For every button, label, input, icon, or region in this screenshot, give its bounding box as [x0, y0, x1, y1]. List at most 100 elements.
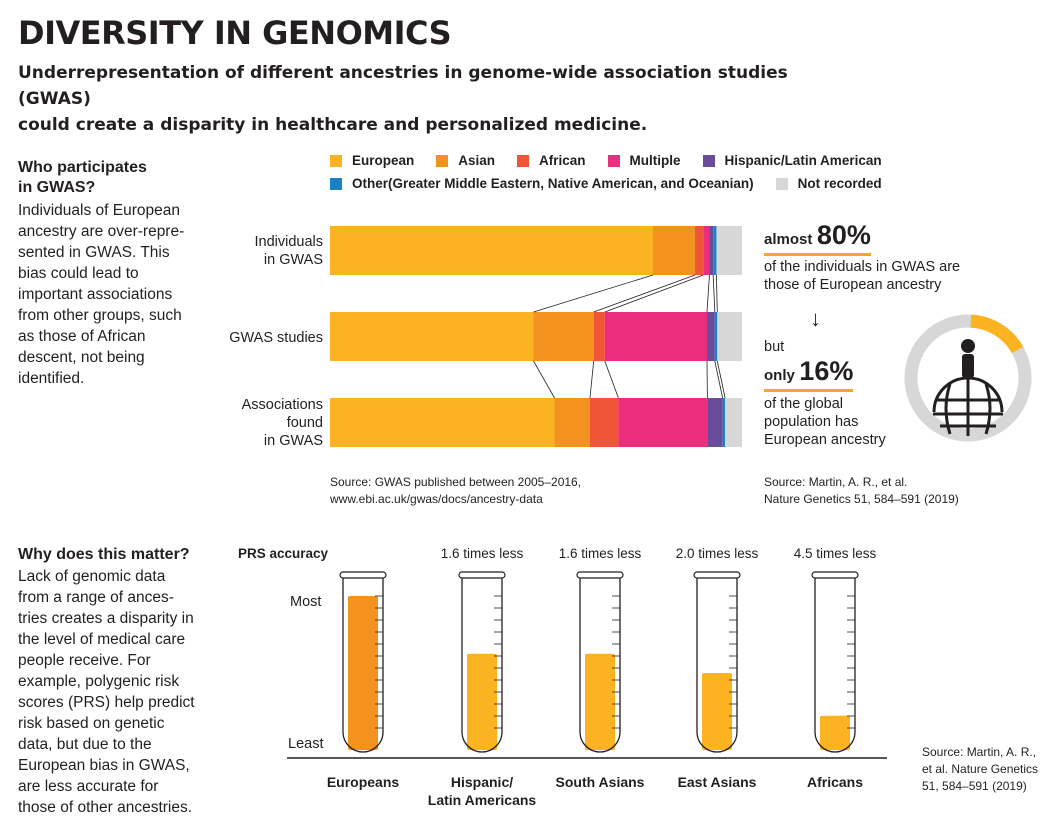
- tick-label: GWAS studies: [229, 330, 323, 346]
- stat-80-highlight: almost 80%: [764, 222, 871, 256]
- tube-rim: [339, 571, 387, 579]
- section1-heading-line: in GWAS?: [18, 179, 96, 196]
- globe-person-icon: [932, 339, 1004, 436]
- stat-connector: but: [764, 339, 785, 355]
- stat-16-text: of the global population has European an…: [764, 395, 886, 449]
- chart-source: Source: GWAS published between 2005–2016…: [330, 474, 581, 508]
- tube-annotation: 4.5 times less: [793, 546, 877, 561]
- tube-rim: [458, 571, 506, 579]
- subtitle-line: could create a disparity in healthcare a…: [18, 115, 648, 135]
- body-line: important associations: [18, 286, 173, 303]
- segment-connector-line: [604, 360, 619, 399]
- body-line: European bias in GWAS,: [18, 757, 190, 774]
- tube-category-label: Europeans: [293, 773, 433, 791]
- tube-annotation: 1.6 times less: [558, 546, 642, 561]
- legend-swatch: [330, 177, 342, 190]
- source-line: et al. Nature Genetics: [922, 762, 1039, 776]
- stat-value: 16%: [799, 356, 854, 386]
- bar-category-label: Individuals in GWAS: [254, 233, 323, 269]
- bar-segment-multiple: [703, 226, 710, 275]
- bar-segment-african: [695, 226, 704, 275]
- stats-source: Source: Martin, A. R., et al. Nature Gen…: [764, 474, 959, 508]
- test-tube: [339, 571, 387, 753]
- bar-segment-asian: [533, 312, 594, 361]
- stat-line: European ancestry: [764, 432, 886, 448]
- test-tube: [458, 571, 506, 753]
- page-subtitle: Underrepresentation of different ancestr…: [18, 60, 838, 138]
- tick-label: in GWAS: [263, 252, 323, 268]
- body-line: tries creates a disparity in: [18, 610, 194, 627]
- body-line: people receive. For: [18, 652, 151, 669]
- stat-line: those of European ancestry: [764, 277, 942, 293]
- prs-axis-most: Most: [290, 594, 322, 610]
- tube-rim: [693, 571, 741, 579]
- tick-label: Associations: [241, 397, 323, 413]
- body-line: are less accurate for: [18, 778, 159, 795]
- segment-connector-line: [533, 274, 654, 313]
- legend-item-african: African: [517, 153, 586, 168]
- legend-swatch: [330, 154, 342, 167]
- down-arrow-icon: ↓: [810, 306, 821, 331]
- tick-label: in GWAS: [263, 433, 323, 449]
- bar-segment-other: [713, 226, 717, 275]
- bar-segment-african: [593, 312, 605, 361]
- subtitle-line: Underrepresentation of different ancestr…: [18, 63, 788, 109]
- segment-connector-line: [716, 274, 718, 313]
- segment-connector-line: [714, 360, 724, 399]
- segment-connector-line: [712, 274, 716, 313]
- legend-swatch: [775, 177, 788, 190]
- source-line: www.ebi.ac.uk/gwas/docs/ancestry-data: [330, 492, 543, 506]
- bar-segment-european: [330, 398, 555, 447]
- page-title: DIVERSITY IN GENOMICS: [18, 14, 452, 52]
- legend-swatch: [607, 154, 620, 167]
- source-line: 51, 584–591 (2019): [922, 779, 1027, 793]
- tick-label: Individuals: [254, 234, 323, 250]
- prs-source: Source: Martin, A. R., et al. Nature Gen…: [922, 744, 1052, 795]
- legend-swatch: [517, 154, 530, 167]
- prs-fill-bar: [467, 653, 497, 750]
- test-tube: [811, 571, 859, 753]
- legend-item-not-recorded: Not recorded: [775, 176, 882, 191]
- body-line: risk based on genetic: [18, 715, 165, 732]
- stat-16: only 16%: [764, 356, 854, 392]
- test-tube: [576, 571, 624, 753]
- tube-rim: [811, 571, 859, 579]
- source-line: Nature Genetics 51, 584–591 (2019): [764, 492, 959, 506]
- legend-label: Asian: [458, 153, 496, 168]
- stat-prefix: only: [764, 367, 795, 384]
- body-line: data, but due to the: [18, 736, 152, 753]
- tick-label: East Asians: [677, 774, 757, 790]
- body-line: Individuals of European: [18, 202, 181, 219]
- legend-label: Hispanic/Latin American: [724, 153, 882, 168]
- legend-swatch: [436, 154, 449, 167]
- prs-fill-bar: [702, 673, 732, 750]
- prs-title: PRS accuracy: [238, 546, 329, 561]
- tube-outline: [696, 578, 738, 753]
- body-line: identified.: [18, 370, 85, 387]
- tube-outline: [579, 578, 621, 753]
- tube-rim: [576, 571, 624, 579]
- bar-segment-not-recorded: [725, 398, 742, 447]
- bar-segment-other: [722, 398, 726, 447]
- bar-segment-multiple: [618, 398, 708, 447]
- legend-label: African: [539, 153, 586, 168]
- legend-item-asian: Asian: [436, 153, 495, 168]
- tube-category-label: Africans: [765, 773, 905, 791]
- body-line: the level of medical care: [18, 631, 186, 648]
- section1-heading-line: Who participates: [18, 159, 147, 176]
- tick-label: Latin Americans: [427, 792, 537, 808]
- prs-fill-bar: [820, 715, 850, 750]
- stat-line: of the individuals in GWAS are: [764, 259, 961, 275]
- bar-segment-african: [589, 398, 619, 447]
- segment-connector-line: [589, 360, 595, 399]
- legend-swatch: [702, 154, 715, 167]
- bar-segment-hispanic-latin-american: [709, 226, 714, 275]
- body-line: from a range of ances-: [18, 589, 174, 606]
- bar-segment-hispanic-latin-american: [706, 312, 715, 361]
- stat-prefix: almost: [764, 231, 813, 248]
- bar-category-label: GWAS studies: [229, 329, 323, 347]
- tube-outline: [461, 578, 503, 753]
- bar-segment-asian: [653, 226, 696, 275]
- tube-category-label: South Asians: [530, 773, 670, 791]
- tick-label: found: [286, 415, 323, 431]
